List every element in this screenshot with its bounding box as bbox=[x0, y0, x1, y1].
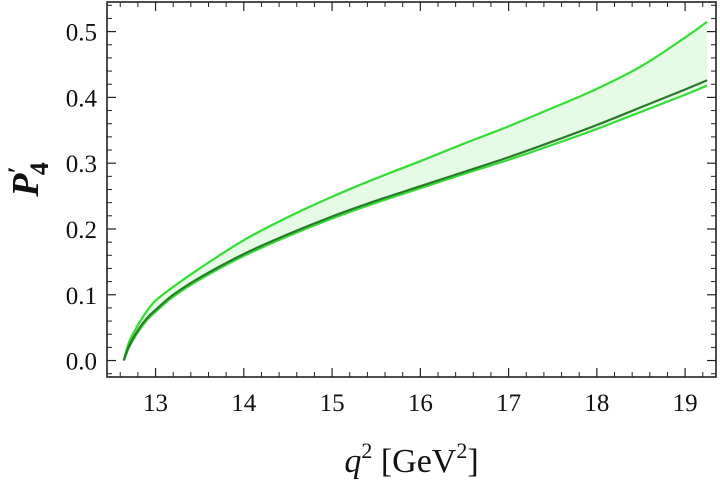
y-axis-label-prime: ′ bbox=[3, 166, 32, 173]
series-line-lower bbox=[122, 84, 708, 361]
x-axis-ticks: 13 14 15 16 17 18 19 bbox=[119, 2, 704, 417]
x-tick-label: 18 bbox=[584, 390, 609, 417]
y-tick-label: 0.5 bbox=[66, 20, 97, 47]
x-axis-label-unit-sup: 2 bbox=[456, 438, 467, 463]
series-line-central bbox=[122, 79, 708, 361]
x-tick-label: 14 bbox=[231, 390, 257, 417]
y-axis-label-base: P bbox=[5, 173, 47, 198]
x-axis-label-unit-open: [GeV bbox=[372, 443, 456, 480]
x-axis-label-sup: 2 bbox=[361, 438, 372, 463]
y-axis-label: P′4 bbox=[3, 162, 54, 198]
uncertainty-band bbox=[123, 21, 708, 361]
x-tick-label: 15 bbox=[320, 390, 345, 417]
y-axis-ticks: 0.0 0.1 0.2 0.3 0.4 0.5 bbox=[66, 4, 716, 376]
y-axis-label-sub: 4 bbox=[25, 162, 54, 175]
series-line-upper bbox=[122, 20, 708, 361]
x-tick-label: 17 bbox=[496, 390, 521, 417]
x-tick-label: 19 bbox=[673, 390, 698, 417]
y-tick-label: 0.2 bbox=[66, 217, 97, 244]
x-axis-label-base: q bbox=[344, 443, 361, 480]
x-tick-label: 13 bbox=[143, 390, 168, 417]
y-tick-label: 0.0 bbox=[66, 349, 97, 376]
y-tick-label: 0.1 bbox=[66, 283, 97, 310]
x-axis-label: q2 [GeV2] bbox=[344, 438, 478, 480]
y-tick-label: 0.3 bbox=[66, 151, 97, 178]
band-fill bbox=[123, 21, 708, 361]
x-tick-label: 16 bbox=[408, 390, 433, 417]
y-tick-label: 0.4 bbox=[66, 85, 98, 112]
x-axis-label-unit-close: ] bbox=[467, 443, 478, 480]
series-lines bbox=[122, 20, 708, 361]
